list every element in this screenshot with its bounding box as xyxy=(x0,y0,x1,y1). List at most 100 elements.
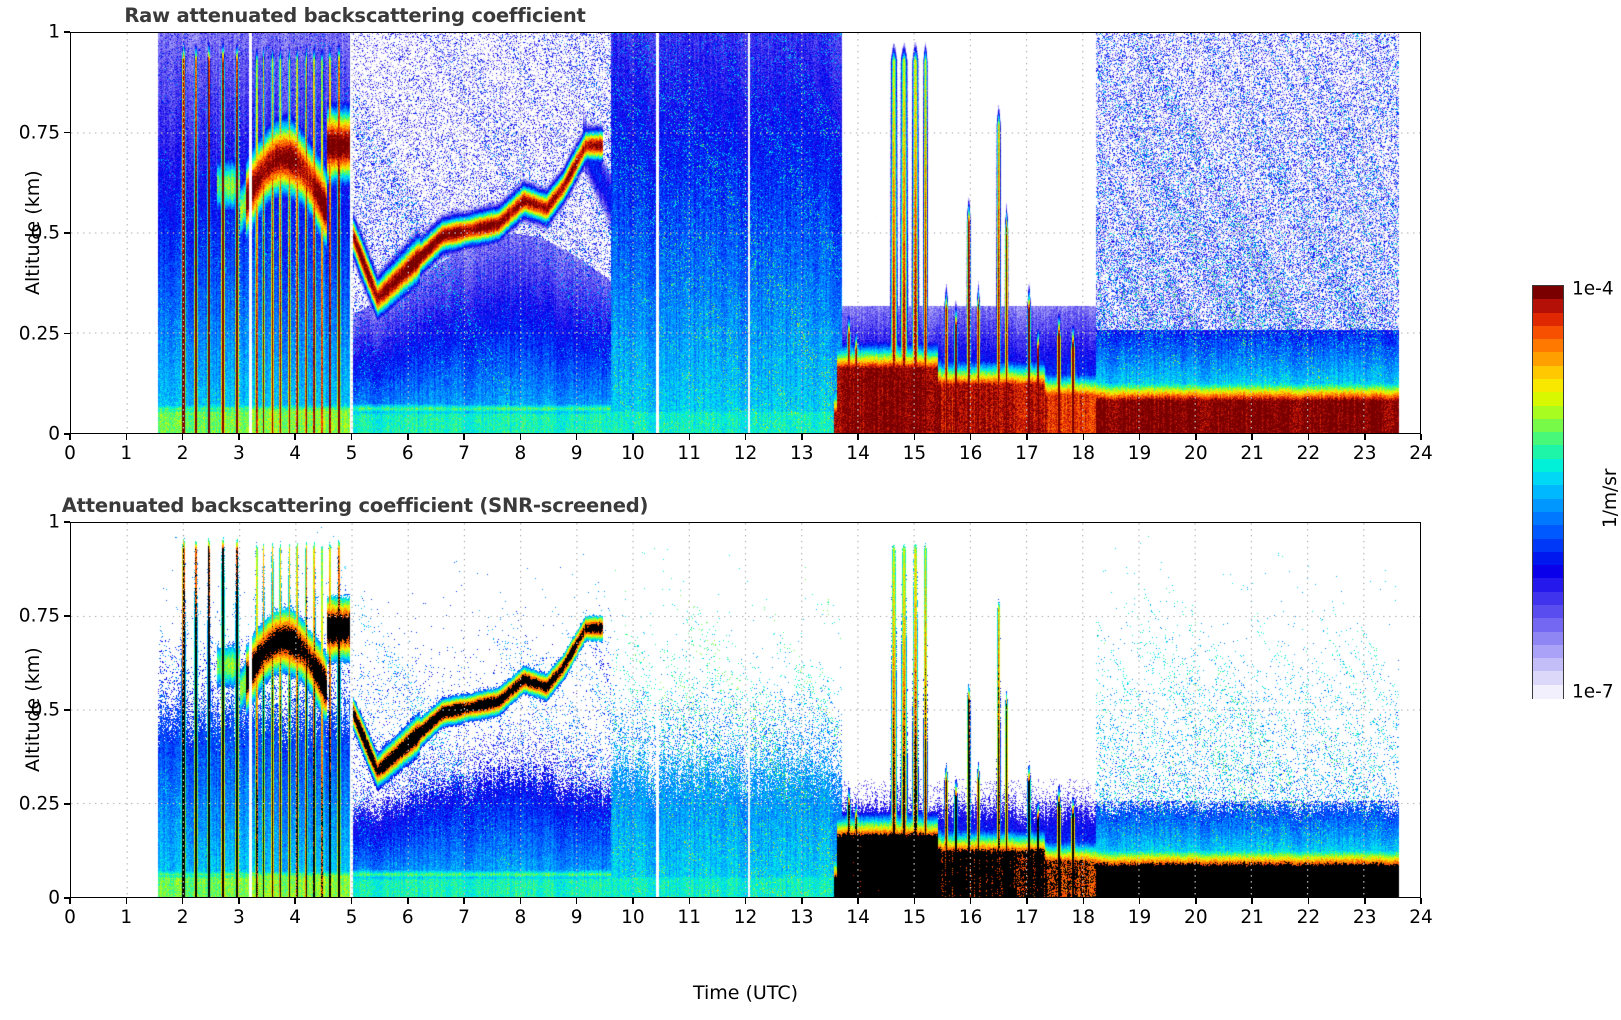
colorbar-segment xyxy=(1533,604,1563,619)
x-tick-mark xyxy=(1026,434,1028,440)
x-tick-label-16: 16 xyxy=(958,443,983,464)
x-tick-label-5: 5 xyxy=(345,907,358,928)
x-tick-label-18: 18 xyxy=(1071,443,1096,464)
x-tick-label-17: 17 xyxy=(1015,907,1039,928)
colorbar-max-label: 1e-4 xyxy=(1572,278,1614,300)
x-tick-mark xyxy=(744,434,747,440)
x-tick-mark xyxy=(1420,434,1422,440)
x-tick-mark xyxy=(350,898,353,904)
y-tick-mark xyxy=(64,131,70,134)
x-tick-label-4: 4 xyxy=(289,907,302,928)
x-tick-label-8: 8 xyxy=(514,907,527,928)
y-tick-label-1: 1 xyxy=(48,21,60,43)
y-tick-label-0.5: 0.5 xyxy=(30,222,60,244)
colorbar-segment xyxy=(1533,418,1563,433)
colorbar-segment xyxy=(1533,312,1563,327)
x-tick-mark xyxy=(969,898,972,904)
x-tick-mark xyxy=(463,898,465,904)
panel-screened-heatmap xyxy=(71,523,1420,897)
y-tick-mark xyxy=(64,31,70,33)
x-tick-label-21: 21 xyxy=(1240,907,1264,928)
x-tick-mark xyxy=(463,434,465,440)
panel-raw-heatmap xyxy=(71,33,1420,433)
x-tick-mark xyxy=(913,434,916,440)
colorbar-segment xyxy=(1533,525,1563,540)
x-tick-label-6: 6 xyxy=(401,907,414,928)
colorbar-segment xyxy=(1533,538,1563,553)
y-tick-mark xyxy=(64,709,70,711)
x-tick-mark xyxy=(125,434,128,440)
x-tick-mark xyxy=(857,434,859,440)
y-tick-label-0.75: 0.75 xyxy=(18,122,60,143)
x-tick-mark xyxy=(632,434,634,440)
y-tick-mark xyxy=(64,803,70,805)
y-tick-label-0.5: 0.5 xyxy=(30,699,60,721)
x-tick-label-15: 15 xyxy=(902,443,927,464)
colorbar-gradient xyxy=(1532,285,1564,699)
y-tick-mark xyxy=(64,332,70,335)
x-tick-label-12: 12 xyxy=(733,907,758,928)
x-tick-label-2: 2 xyxy=(176,443,189,464)
x-tick-mark xyxy=(575,434,578,440)
panel-screened-axes xyxy=(70,522,1421,898)
colorbar-unit-label: 1/m/sr xyxy=(1600,468,1621,528)
colorbar-segment xyxy=(1533,339,1563,354)
x-tick-label-5: 5 xyxy=(345,443,358,464)
x-tick-label-23: 23 xyxy=(1352,443,1377,464)
y-tick-label-0.25: 0.25 xyxy=(18,323,60,344)
x-tick-mark xyxy=(69,434,71,440)
x-tick-mark xyxy=(1307,898,1310,904)
x-tick-label-19: 19 xyxy=(1127,907,1152,928)
x-tick-label-12: 12 xyxy=(733,443,758,464)
x-tick-mark xyxy=(350,434,353,440)
x-tick-mark xyxy=(238,434,240,440)
x-tick-mark xyxy=(1307,434,1310,440)
x-tick-mark xyxy=(407,898,409,904)
x-tick-mark xyxy=(294,898,296,904)
colorbar-segment xyxy=(1533,565,1563,579)
x-tick-mark xyxy=(181,898,184,904)
x-tick-label-7: 7 xyxy=(458,443,470,464)
x-tick-mark xyxy=(1026,898,1028,904)
x-tick-mark xyxy=(575,898,578,904)
x-tick-label-15: 15 xyxy=(902,907,927,928)
x-tick-label-7: 7 xyxy=(458,907,470,928)
x-tick-label-9: 9 xyxy=(570,907,583,928)
x-tick-label-14: 14 xyxy=(846,907,870,928)
x-tick-label-8: 8 xyxy=(514,443,527,464)
y-tick-label-0.75: 0.75 xyxy=(18,605,60,627)
panel-raw: Raw attenuated backscattering coefficien… xyxy=(0,0,1470,480)
y-tick-label-0.25: 0.25 xyxy=(18,793,60,815)
colorbar-segment xyxy=(1533,365,1563,380)
x-tick-label-22: 22 xyxy=(1296,907,1321,928)
x-tick-mark xyxy=(1251,898,1253,904)
x-tick-mark xyxy=(1420,898,1422,904)
panel-raw-axes xyxy=(70,32,1421,434)
colorbar-segment xyxy=(1533,618,1563,633)
colorbar-segment xyxy=(1533,671,1563,686)
x-tick-mark xyxy=(1138,898,1141,904)
x-tick-label-21: 21 xyxy=(1240,443,1264,464)
x-tick-mark xyxy=(1195,898,1197,904)
colorbar-segment xyxy=(1533,379,1563,393)
x-tick-mark xyxy=(125,898,128,904)
x-tick-label-11: 11 xyxy=(677,907,701,928)
x-tick-label-22: 22 xyxy=(1296,443,1321,464)
panel-screened-title: Attenuated backscattering coefficient (S… xyxy=(61,494,649,517)
x-tick-mark xyxy=(969,434,972,440)
x-tick-mark xyxy=(181,434,184,440)
colorbar-segment xyxy=(1533,551,1563,566)
x-tick-label-24: 24 xyxy=(1409,907,1433,928)
colorbar-segment xyxy=(1533,472,1563,486)
x-tick-label-6: 6 xyxy=(401,443,414,464)
x-tick-label-14: 14 xyxy=(846,443,870,464)
x-tick-label-10: 10 xyxy=(621,907,645,928)
x-tick-label-9: 9 xyxy=(570,443,583,464)
x-tick-label-0: 0 xyxy=(64,907,76,928)
x-tick-label-11: 11 xyxy=(677,443,701,464)
x-tick-label-20: 20 xyxy=(1184,443,1208,464)
panel-screened: Attenuated backscattering coefficient (S… xyxy=(0,490,1470,970)
x-tick-mark xyxy=(1082,898,1085,904)
x-tick-label-17: 17 xyxy=(1015,443,1039,464)
colorbar-min-label: 1e-7 xyxy=(1572,681,1614,703)
